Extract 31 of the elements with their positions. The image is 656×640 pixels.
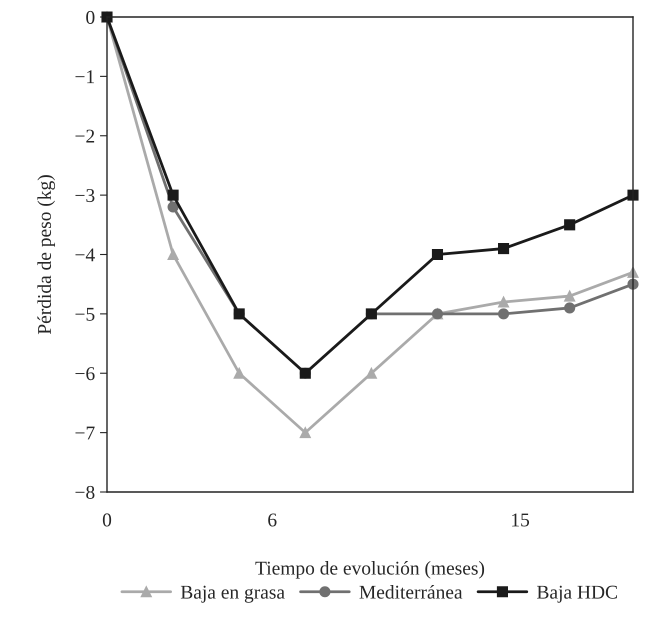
x-tick-label: 0 <box>102 513 112 527</box>
x-tick-label: 15 <box>512 513 530 527</box>
point <box>498 243 510 254</box>
point <box>168 248 179 260</box>
y-tick-label: −4 <box>75 248 95 262</box>
y-tick-label: −1 <box>75 70 94 84</box>
point <box>300 427 311 438</box>
y-axis-title: Pérdida de peso (kg) <box>37 175 56 334</box>
y-tick-label: −8 <box>75 486 94 499</box>
y-tick-label: −5 <box>75 308 94 321</box>
point <box>234 368 245 379</box>
y-tick-label: −3 <box>75 188 94 202</box>
point <box>627 190 639 201</box>
y-tick-label: −6 <box>75 367 95 380</box>
legend-label: Baja HDC <box>537 586 617 603</box>
point <box>498 308 510 320</box>
x-tick-label: 6 <box>268 513 277 527</box>
legend-label: Baja en grasa <box>180 586 285 603</box>
point <box>168 201 179 213</box>
point <box>498 296 510 308</box>
point <box>432 248 444 260</box>
point <box>366 368 377 379</box>
x-axis-title: Tiempo de evolución (meses) <box>255 561 484 579</box>
point <box>564 219 576 230</box>
y-tick-label: −7 <box>75 426 95 440</box>
point <box>168 190 179 201</box>
point <box>564 290 576 302</box>
y-tick-label: 0 <box>86 10 94 24</box>
y-tick-label: −2 <box>75 130 94 142</box>
legend-label: Mediterránea <box>359 585 462 599</box>
point <box>564 302 576 314</box>
